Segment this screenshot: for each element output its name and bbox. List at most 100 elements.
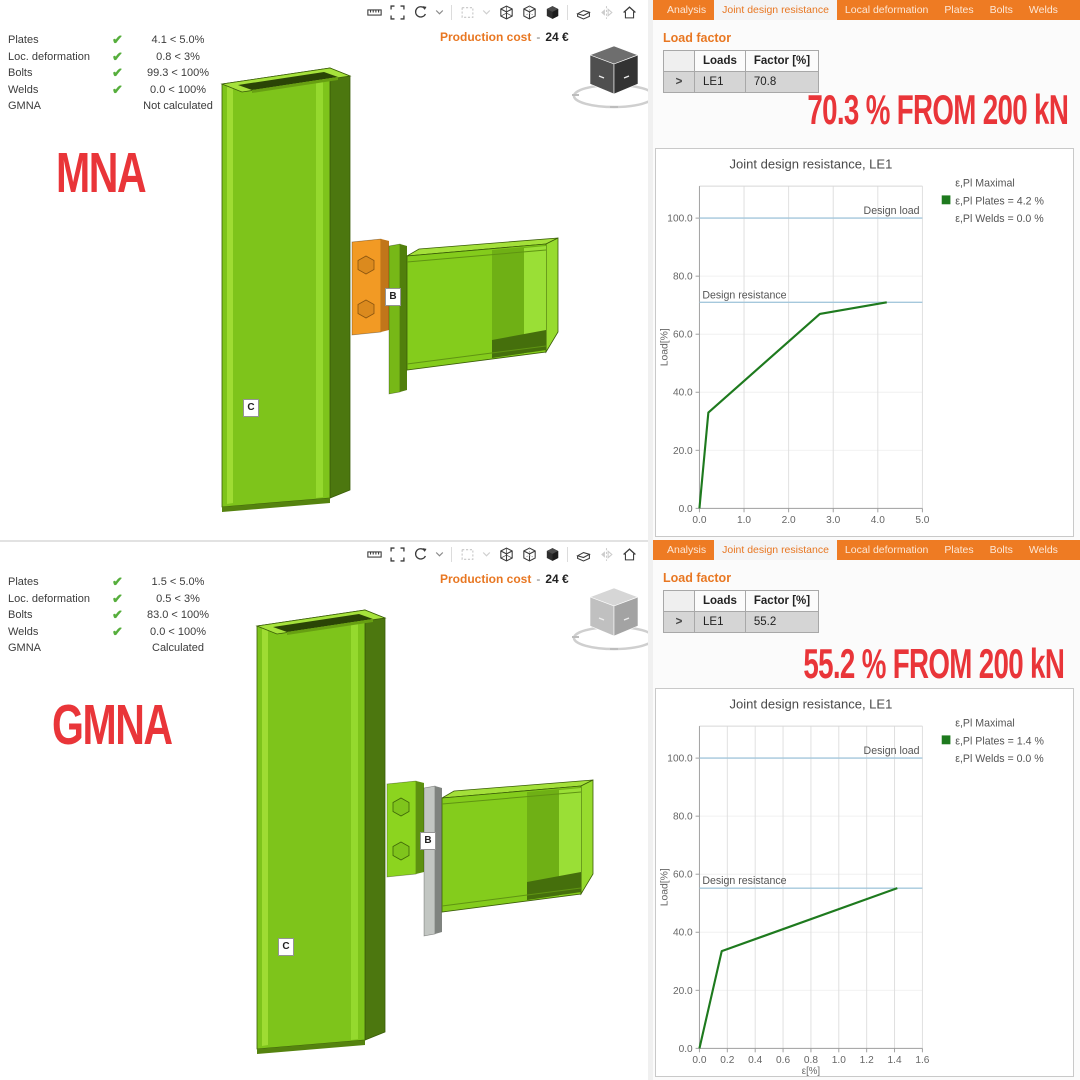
svg-text:ε,Pl Plates = 4.2 %: ε,Pl Plates = 4.2 % [955,195,1044,207]
chart-card: 0.0 20.0 40.0 60.0 80.0 100.0 0.0 1.0 2.0 3.0 4.0 5… [655,148,1074,537]
check-icon: ✔ [112,590,123,606]
toolbar-divider [567,546,568,562]
beam-label[interactable]: B [420,832,436,850]
tab-bolts[interactable]: Bolts [989,4,1013,16]
check-icon: ✔ [112,48,123,64]
check-icon: ✔ [112,574,123,590]
svg-text:Load[%]: Load[%] [660,868,671,906]
svg-text:Design load: Design load [864,745,920,757]
svg-text:0.0: 0.0 [692,515,706,526]
check-value: 0.0 < 100% [150,83,206,96]
tab-local-deformation[interactable]: Local deformation [844,544,929,556]
row-load-case: LE1 [694,71,746,93]
svg-text:0.6: 0.6 [776,1055,790,1066]
row-factor-value: 55.2 [744,611,820,633]
tab-joint-design-resistance[interactable]: Joint design resistance [714,0,837,20]
resistance-chart: 0.0 20.0 40.0 60.0 80.0 100.0 0.0 1.0 2.0 3.0 4.0 5… [660,157,1045,527]
production-cost-separator: - [536,30,541,44]
production-cost-separator: - [536,572,541,586]
check-row: GMNA Not calculated [8,98,243,115]
load-factor-table: Loads Factor [%] > LE1 55.2 [663,590,820,633]
check-row: Bolts ✔ 99.3 < 100% [8,65,243,82]
svg-text:80.0: 80.0 [673,812,693,823]
tab-plates[interactable]: Plates [944,4,974,16]
tab-plates[interactable]: Plates [944,544,974,556]
check-label: GMNA [8,100,41,113]
svg-text:1.0: 1.0 [737,515,751,526]
svg-text:Design resistance: Design resistance [702,289,786,301]
check-row: Plates ✔ 4.1 < 5.0% [8,32,243,49]
svg-text:0.0: 0.0 [679,504,693,515]
svg-text:Design load: Design load [864,205,920,217]
check-value: 4.1 < 5.0% [151,34,205,47]
tab-bolts[interactable]: Bolts [989,544,1013,556]
tab-analysis[interactable]: Analysis [667,4,707,16]
svg-text:5.0: 5.0 [915,515,929,526]
check-label: Welds [8,83,39,96]
column-label[interactable]: C [243,399,259,417]
load-factor-title: Load factor [663,31,732,45]
check-value: Not calculated [143,100,213,113]
check-value: 83.0 < 100% [146,609,210,622]
svg-text:20.0: 20.0 [673,986,693,997]
toolbar-divider [567,4,568,20]
check-label: Loc. deformation [8,592,90,605]
resistance-chart: 0.0 20.0 40.0 60.0 80.0 100.0 0.0 0.2 0.4 0.6 0.8 1… [660,697,1045,1076]
svg-text:0.2: 0.2 [720,1055,734,1066]
tab-local-deformation[interactable]: Local deformation [844,4,929,16]
table-header-loads: Loads [694,50,746,72]
svg-text:0.4: 0.4 [748,1055,762,1066]
row-expander-icon[interactable]: > [663,71,695,93]
check-row: Welds ✔ 0.0 < 100% [8,624,243,641]
chart-card: 0.0 20.0 40.0 60.0 80.0 100.0 0.0 0.2 0.4 0.6 0.8 1… [655,688,1074,1077]
result-annotation: 55.2 % FROM 200 kN [803,640,1064,687]
table-header-loads: Loads [694,590,746,612]
svg-text:100.0: 100.0 [667,213,693,224]
model-viewport-mna[interactable]: Plates ✔ 4.1 < 5.0% Loc. deformation ✔ 0.8 <… [0,0,648,540]
beam-label[interactable]: B [385,288,401,306]
tab-welds[interactable]: Welds [1028,544,1058,556]
joint-3d-model[interactable] [0,0,648,540]
svg-text:ε,Pl Plates = 1.4 %: ε,Pl Plates = 1.4 % [955,735,1044,747]
svg-text:100.0: 100.0 [667,753,693,764]
check-value: 0.0 < 100% [150,625,206,638]
table-header-factor: Factor [%] [744,590,820,612]
svg-text:60.0: 60.0 [673,870,693,881]
check-icon: ✔ [112,623,123,639]
toolbar-divider [451,546,452,562]
model-viewport-gmna[interactable]: Plates ✔ 1.5 < 5.0% Loc. deformation ✔ 0.5 <… [0,540,648,1080]
column-label[interactable]: C [278,938,294,956]
svg-text:1.6: 1.6 [915,1055,929,1066]
navigation-cube[interactable] [566,582,648,654]
svg-text:2.0: 2.0 [782,515,796,526]
joint-3d-model[interactable] [0,542,648,1080]
result-panel-mna: Analysis Joint design resistance Local d… [648,0,1080,540]
svg-text:60.0: 60.0 [673,330,693,341]
row-load-case: LE1 [694,611,746,633]
row-expander-icon[interactable]: > [663,611,695,633]
check-label: GMNA [8,642,41,655]
tab-analysis[interactable]: Analysis [667,544,707,556]
check-label: Plates [8,576,39,589]
tab-joint-design-resistance[interactable]: Joint design resistance [714,540,837,560]
svg-text:4.0: 4.0 [871,515,885,526]
check-row: Plates ✔ 1.5 < 5.0% [8,574,243,591]
svg-text:1.2: 1.2 [860,1055,874,1066]
table-row[interactable]: > LE1 70.8 [663,71,820,93]
production-cost: Production cost -24 € [440,572,569,586]
svg-text:ε,Pl Welds = 0.0 %: ε,Pl Welds = 0.0 % [955,213,1044,225]
result-annotation: 70.3 % FROM 200 kN [807,86,1068,133]
check-label: Plates [8,34,39,47]
result-tabs: Analysis Joint design resistance Local d… [653,0,1080,20]
production-cost: Production cost -24 € [440,30,569,44]
navigation-cube[interactable] [566,40,648,112]
check-row: GMNA Calculated [8,640,243,657]
result-panel-gmna: Analysis Joint design resistance Local d… [648,540,1080,1080]
table-row[interactable]: > LE1 55.2 [663,611,820,633]
result-tabs: Analysis Joint design resistance Local d… [653,540,1080,560]
check-icon: ✔ [112,81,123,97]
svg-text:0.0: 0.0 [679,1044,693,1055]
check-value: Calculated [152,642,204,655]
tab-welds[interactable]: Welds [1028,4,1058,16]
